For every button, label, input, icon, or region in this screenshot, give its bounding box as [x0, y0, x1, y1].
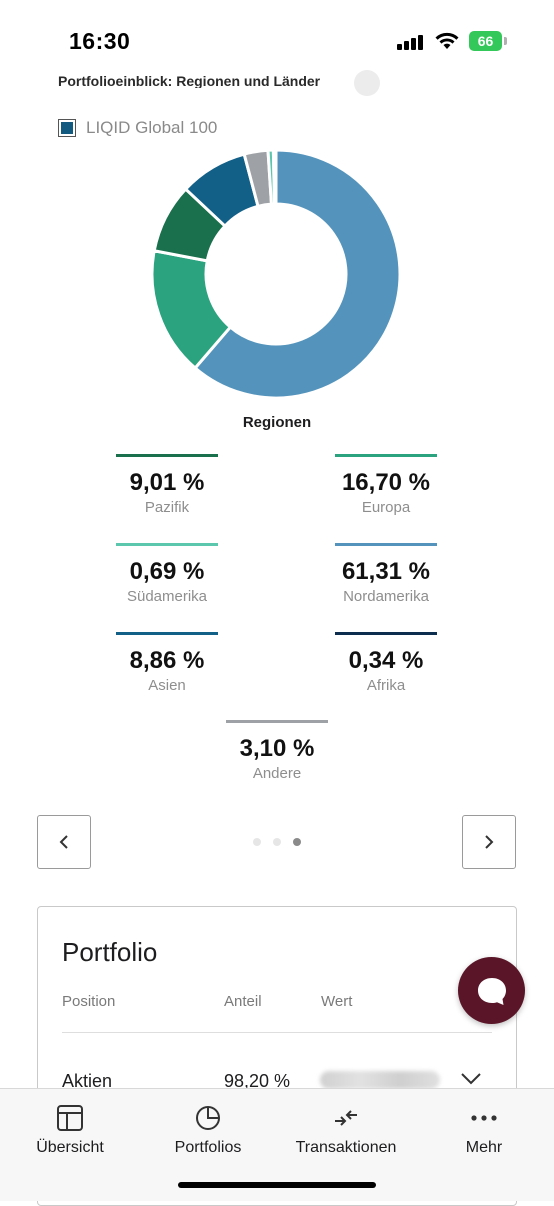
pager-dot[interactable]: [253, 838, 261, 846]
divider: [62, 1032, 492, 1033]
donut-slice-afrika[interactable]: [271, 148, 278, 206]
tab-transaktionen[interactable]: Transaktionen: [276, 1103, 416, 1157]
stat-asien: 8,86 % Asien: [116, 632, 218, 697]
stat-value: 0,69 %: [129, 558, 205, 585]
portfolio-title: Portfolio: [62, 937, 158, 967]
stat-color-bar: [335, 543, 437, 546]
pie-chart-icon: [196, 1106, 220, 1130]
row-value-redacted: [320, 1071, 440, 1089]
stat-nordamerika: 61,31 % Nordamerika: [335, 543, 437, 608]
battery-icon: 66: [469, 31, 507, 51]
chat-bubble-icon: [477, 977, 506, 1005]
tab-label: Portfolios: [174, 1139, 242, 1156]
stat-color-bar: [116, 632, 218, 635]
battery-level: 66: [469, 31, 502, 51]
chevron-down-icon[interactable]: [458, 1065, 484, 1091]
stat-label: Europa: [361, 499, 411, 516]
regions-donut-chart: [150, 148, 402, 400]
more-icon: [471, 1115, 497, 1121]
stat-label: Nordamerika: [343, 588, 429, 605]
stat-pazifik: 9,01 % Pazifik: [116, 454, 218, 519]
tab-label: Übersicht: [36, 1139, 104, 1156]
chart-legend[interactable]: LIQID Global 100: [58, 117, 217, 139]
status-bar: 16:30 66: [0, 0, 554, 80]
stat-europa: 16,70 % Europa: [335, 454, 437, 519]
stat-afrika: 0,34 % Afrika: [335, 632, 437, 697]
column-header-position: Position: [62, 993, 116, 1010]
home-indicator: [178, 1182, 376, 1188]
next-button[interactable]: [462, 815, 516, 869]
stat-label: Pazifik: [144, 499, 190, 516]
wifi-icon: [435, 32, 459, 49]
row-position: Aktien: [62, 1071, 113, 1091]
chat-button[interactable]: [458, 957, 525, 1024]
tab-label: Mehr: [465, 1139, 503, 1156]
stat-color-bar: [226, 720, 328, 723]
donut-slice-nordamerika[interactable]: [193, 148, 402, 400]
pager-dots: [253, 838, 303, 848]
stat-value: 3,10 %: [239, 735, 315, 762]
column-header-share: Anteil: [224, 993, 262, 1010]
stat-value: 61,31 %: [341, 558, 431, 585]
stat-value: 8,86 %: [129, 647, 205, 674]
pager-dot[interactable]: [273, 838, 281, 846]
tab-label: Transaktionen: [295, 1139, 397, 1156]
column-header-value: Wert: [321, 993, 353, 1010]
row-share: 98,20 %: [224, 1071, 291, 1091]
status-time: 16:30: [69, 28, 131, 54]
legend-label: LIQID Global 100: [86, 118, 218, 137]
stat-color-bar: [335, 632, 437, 635]
stat-color-bar: [116, 454, 218, 457]
previous-button[interactable]: [37, 815, 91, 869]
legend-checkbox[interactable]: [58, 119, 76, 137]
cellular-signal-icon: [397, 34, 425, 50]
stat-color-bar: [335, 454, 437, 457]
stat-suedamerika: 0,69 % Südamerika: [116, 543, 218, 608]
stat-label: Südamerika: [126, 588, 208, 605]
stat-value: 16,70 %: [341, 469, 431, 496]
section-title: Portfolioeinblick: Regionen und Länder: [58, 74, 321, 88]
pager-dot[interactable]: [293, 838, 301, 846]
tab-uebersicht[interactable]: Übersicht: [0, 1103, 140, 1157]
info-icon[interactable]: [354, 70, 380, 96]
chevron-right-icon: [485, 835, 494, 849]
chart-title: Regionen: [242, 414, 312, 431]
stat-label: Asien: [148, 677, 186, 694]
stat-color-bar: [116, 543, 218, 546]
stat-label: Andere: [252, 765, 302, 782]
stat-andere: 3,10 % Andere: [226, 720, 328, 785]
stat-value: 0,34 %: [348, 647, 424, 674]
tab-portfolios[interactable]: Portfolios: [138, 1103, 278, 1157]
layout-icon: [57, 1105, 83, 1131]
stat-value: 9,01 %: [129, 469, 205, 496]
tab-mehr[interactable]: Mehr: [414, 1103, 554, 1157]
stat-label: Afrika: [366, 677, 406, 694]
arrows-icon: [335, 1110, 357, 1126]
chevron-left-icon: [59, 835, 68, 849]
